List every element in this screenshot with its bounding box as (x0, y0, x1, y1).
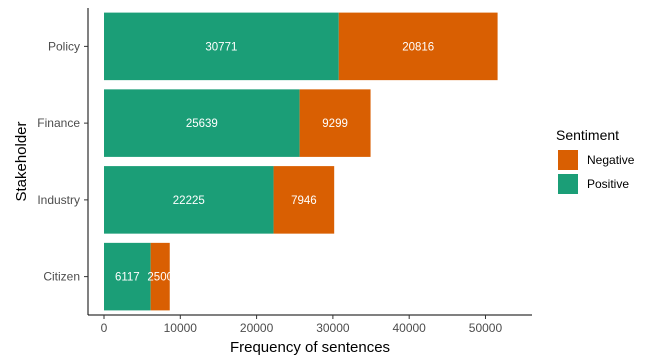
bar-finance-positive (104, 89, 300, 157)
bar-policy-positive (104, 12, 339, 81)
x-tick-label-20000: 20000 (240, 321, 274, 335)
x-tick-label-30000: 30000 (316, 321, 350, 335)
y-axis-title: Stakeholder (13, 121, 30, 201)
bar-finance-negative (299, 89, 371, 157)
y-axis-ticks: Policy Finance Industry Citizen (37, 39, 88, 284)
x-tick-label-40000: 40000 (392, 321, 426, 335)
bar-labels-layer: 30771 20816 25639 9299 22225 7946 6117 2500 (115, 41, 434, 283)
bar-industry-negative (273, 166, 335, 234)
data-label-finance-negative: 9299 (322, 118, 348, 130)
data-label-citizen-negative: 2500 (147, 272, 173, 284)
bars-layer (104, 12, 498, 311)
data-label-policy-negative: 20816 (402, 41, 434, 53)
legend-swatch-negative (558, 150, 578, 170)
legend-label-positive: Positive (587, 177, 629, 191)
x-tick-label-50000: 50000 (469, 321, 503, 335)
y-tick-label-policy: Policy (48, 39, 80, 53)
bar-policy-negative (338, 12, 498, 81)
y-tick-label-industry: Industry (37, 193, 80, 207)
x-axis-title: Frequency of sentences (230, 339, 390, 356)
y-tick-label-citizen: Citizen (43, 270, 80, 284)
legend: Sentiment Negative Positive (556, 127, 635, 194)
data-label-finance-positive: 25639 (186, 118, 218, 130)
data-label-industry-positive: 22225 (173, 195, 205, 207)
bar-citizen-negative (150, 242, 170, 311)
legend-title: Sentiment (556, 127, 619, 143)
x-tick-label-0: 0 (101, 321, 108, 335)
data-label-policy-positive: 30771 (205, 41, 237, 53)
data-label-industry-negative: 7946 (291, 195, 317, 207)
x-tick-label-10000: 10000 (164, 321, 198, 335)
x-axis-ticks: 0 10000 20000 30000 40000 50000 (101, 315, 503, 335)
y-tick-label-finance: Finance (37, 116, 80, 130)
legend-label-negative: Negative (587, 153, 635, 167)
data-label-citizen-positive: 6117 (115, 272, 140, 284)
bar-citizen-positive (104, 242, 151, 311)
bar-industry-positive (104, 166, 274, 234)
legend-swatch-positive (558, 174, 578, 194)
